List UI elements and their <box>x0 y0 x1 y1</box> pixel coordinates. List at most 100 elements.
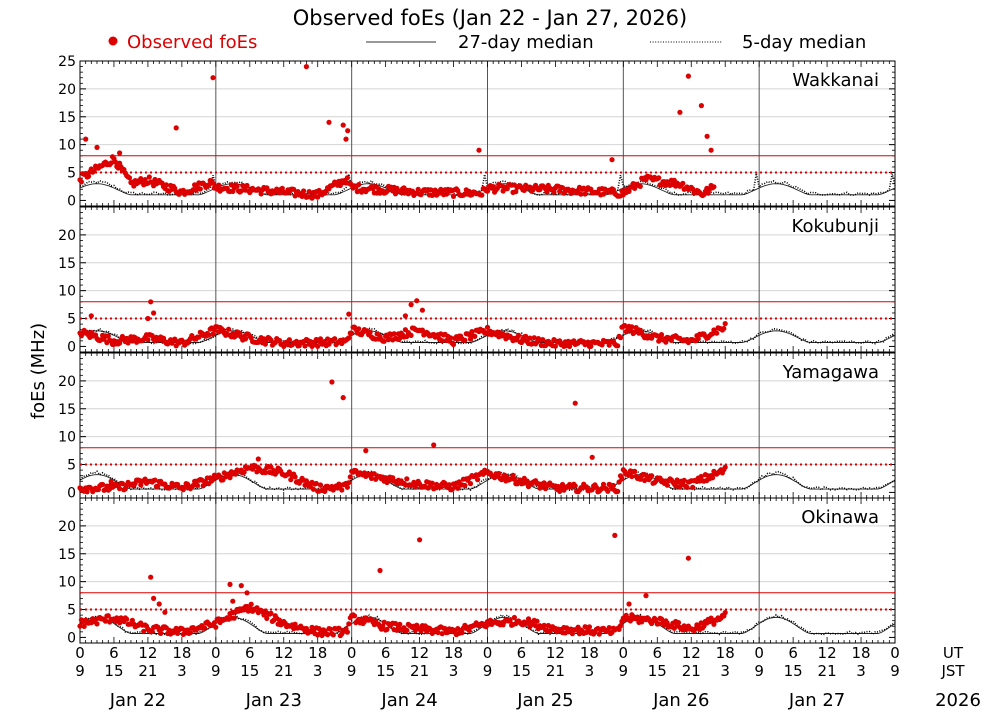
observed-point <box>242 336 249 342</box>
ut-tick-label: 0 <box>347 644 357 662</box>
y-tick-label: 20 <box>58 228 76 244</box>
observed-point <box>94 621 100 627</box>
observed-point <box>155 483 161 489</box>
observed-point <box>722 610 728 616</box>
observed-point <box>547 628 553 635</box>
observed-point <box>351 613 358 619</box>
observed-point <box>196 334 202 340</box>
observed-point <box>292 474 298 480</box>
x-axis: 0 6 12 18 0 6 12 18 0 6 12 18 0 6 12 18 0 6 12 18 0 6 12 18 09 15… <box>75 644 981 711</box>
jst-tick-label: 15 <box>104 662 123 680</box>
observed-point <box>238 583 244 589</box>
observed-point <box>268 464 274 470</box>
legend: Observed foEs 27-day median 5-day median <box>108 32 866 53</box>
panel-kokubunji: 0 5 10 15 20 Kokubunji <box>58 206 896 355</box>
ut-tick-label: 6 <box>517 644 527 662</box>
observed-point <box>658 332 665 338</box>
observed-point <box>605 488 611 494</box>
y-tick-label: 10 <box>58 575 76 591</box>
observed-point <box>367 329 373 335</box>
jst-tick-label: 15 <box>512 662 531 680</box>
observed-point <box>112 159 118 165</box>
observed-point <box>152 477 158 483</box>
observed-point <box>310 486 317 492</box>
observed-point <box>197 186 203 192</box>
observed-point <box>439 631 445 637</box>
observed-point <box>322 488 328 494</box>
observed-point <box>84 489 90 495</box>
observed-point <box>213 624 219 630</box>
jst-tick-label: 21 <box>546 662 565 680</box>
observed-point <box>234 183 240 189</box>
jst-tick-label: 15 <box>240 662 259 680</box>
observed-point <box>306 189 312 195</box>
jst-tick-label: 3 <box>313 662 323 680</box>
observed-point <box>435 629 441 636</box>
observed-point <box>206 332 212 338</box>
observed-point <box>504 186 510 192</box>
ut-tick-label: 18 <box>851 644 870 662</box>
legend-observed-label: Observed foEs <box>127 32 257 53</box>
observed-point <box>544 189 550 195</box>
observed-point <box>680 180 686 186</box>
observed-point <box>586 624 593 630</box>
observed-point <box>469 329 475 335</box>
observed-point <box>100 481 106 488</box>
observed-point <box>610 187 617 193</box>
observed-point <box>534 618 540 624</box>
y-tick-label: 5 <box>67 603 76 619</box>
observed-point <box>148 574 154 580</box>
observed-point <box>540 337 546 343</box>
y-tick-label: 0 <box>67 485 76 501</box>
observed-point <box>484 324 491 330</box>
observed-point <box>658 616 665 622</box>
observed-point <box>262 341 268 347</box>
observed-point <box>698 103 705 109</box>
observed-point <box>417 537 423 543</box>
observed-series <box>77 532 728 639</box>
observed-point <box>525 616 532 622</box>
jst-tick-label: 3 <box>177 662 187 680</box>
observed-point <box>617 335 624 341</box>
observed-point <box>210 75 216 81</box>
observed-point <box>626 601 632 607</box>
y-tick-label: 0 <box>67 630 76 646</box>
observed-point <box>431 442 437 448</box>
ut-tick-label: 18 <box>308 644 327 662</box>
observed-point <box>347 474 353 480</box>
observed-point <box>303 64 309 70</box>
observed-point <box>467 481 474 487</box>
observed-point <box>258 191 264 197</box>
observed-point <box>146 174 152 180</box>
observed-point <box>705 190 711 196</box>
observed-point <box>462 337 468 343</box>
observed-point <box>149 628 155 635</box>
observed-point <box>619 476 625 482</box>
observed-point <box>336 625 342 631</box>
y-tick-label: 10 <box>58 284 76 300</box>
observed-point <box>340 395 346 401</box>
station-label: Okinawa <box>801 507 879 528</box>
observed-point <box>108 160 114 166</box>
observed-point <box>673 483 679 489</box>
observed-point <box>711 184 717 190</box>
observed-point <box>340 122 346 128</box>
observed-point <box>541 622 547 629</box>
observed-point <box>472 333 478 339</box>
y-tick-label: 0 <box>67 339 76 355</box>
observed-point <box>141 628 147 634</box>
observed-point <box>685 555 692 561</box>
y-tick-label: 5 <box>67 166 76 182</box>
observed-point <box>173 125 179 131</box>
observed-point <box>698 473 704 480</box>
observed-point <box>450 341 457 348</box>
day-label: Jan 23 <box>245 690 302 711</box>
observed-point <box>238 188 244 194</box>
observed-point <box>606 625 612 631</box>
observed-point <box>245 608 251 614</box>
jst-tick-label: 3 <box>449 662 459 680</box>
observed-series <box>77 298 728 349</box>
observed-point <box>286 469 292 475</box>
